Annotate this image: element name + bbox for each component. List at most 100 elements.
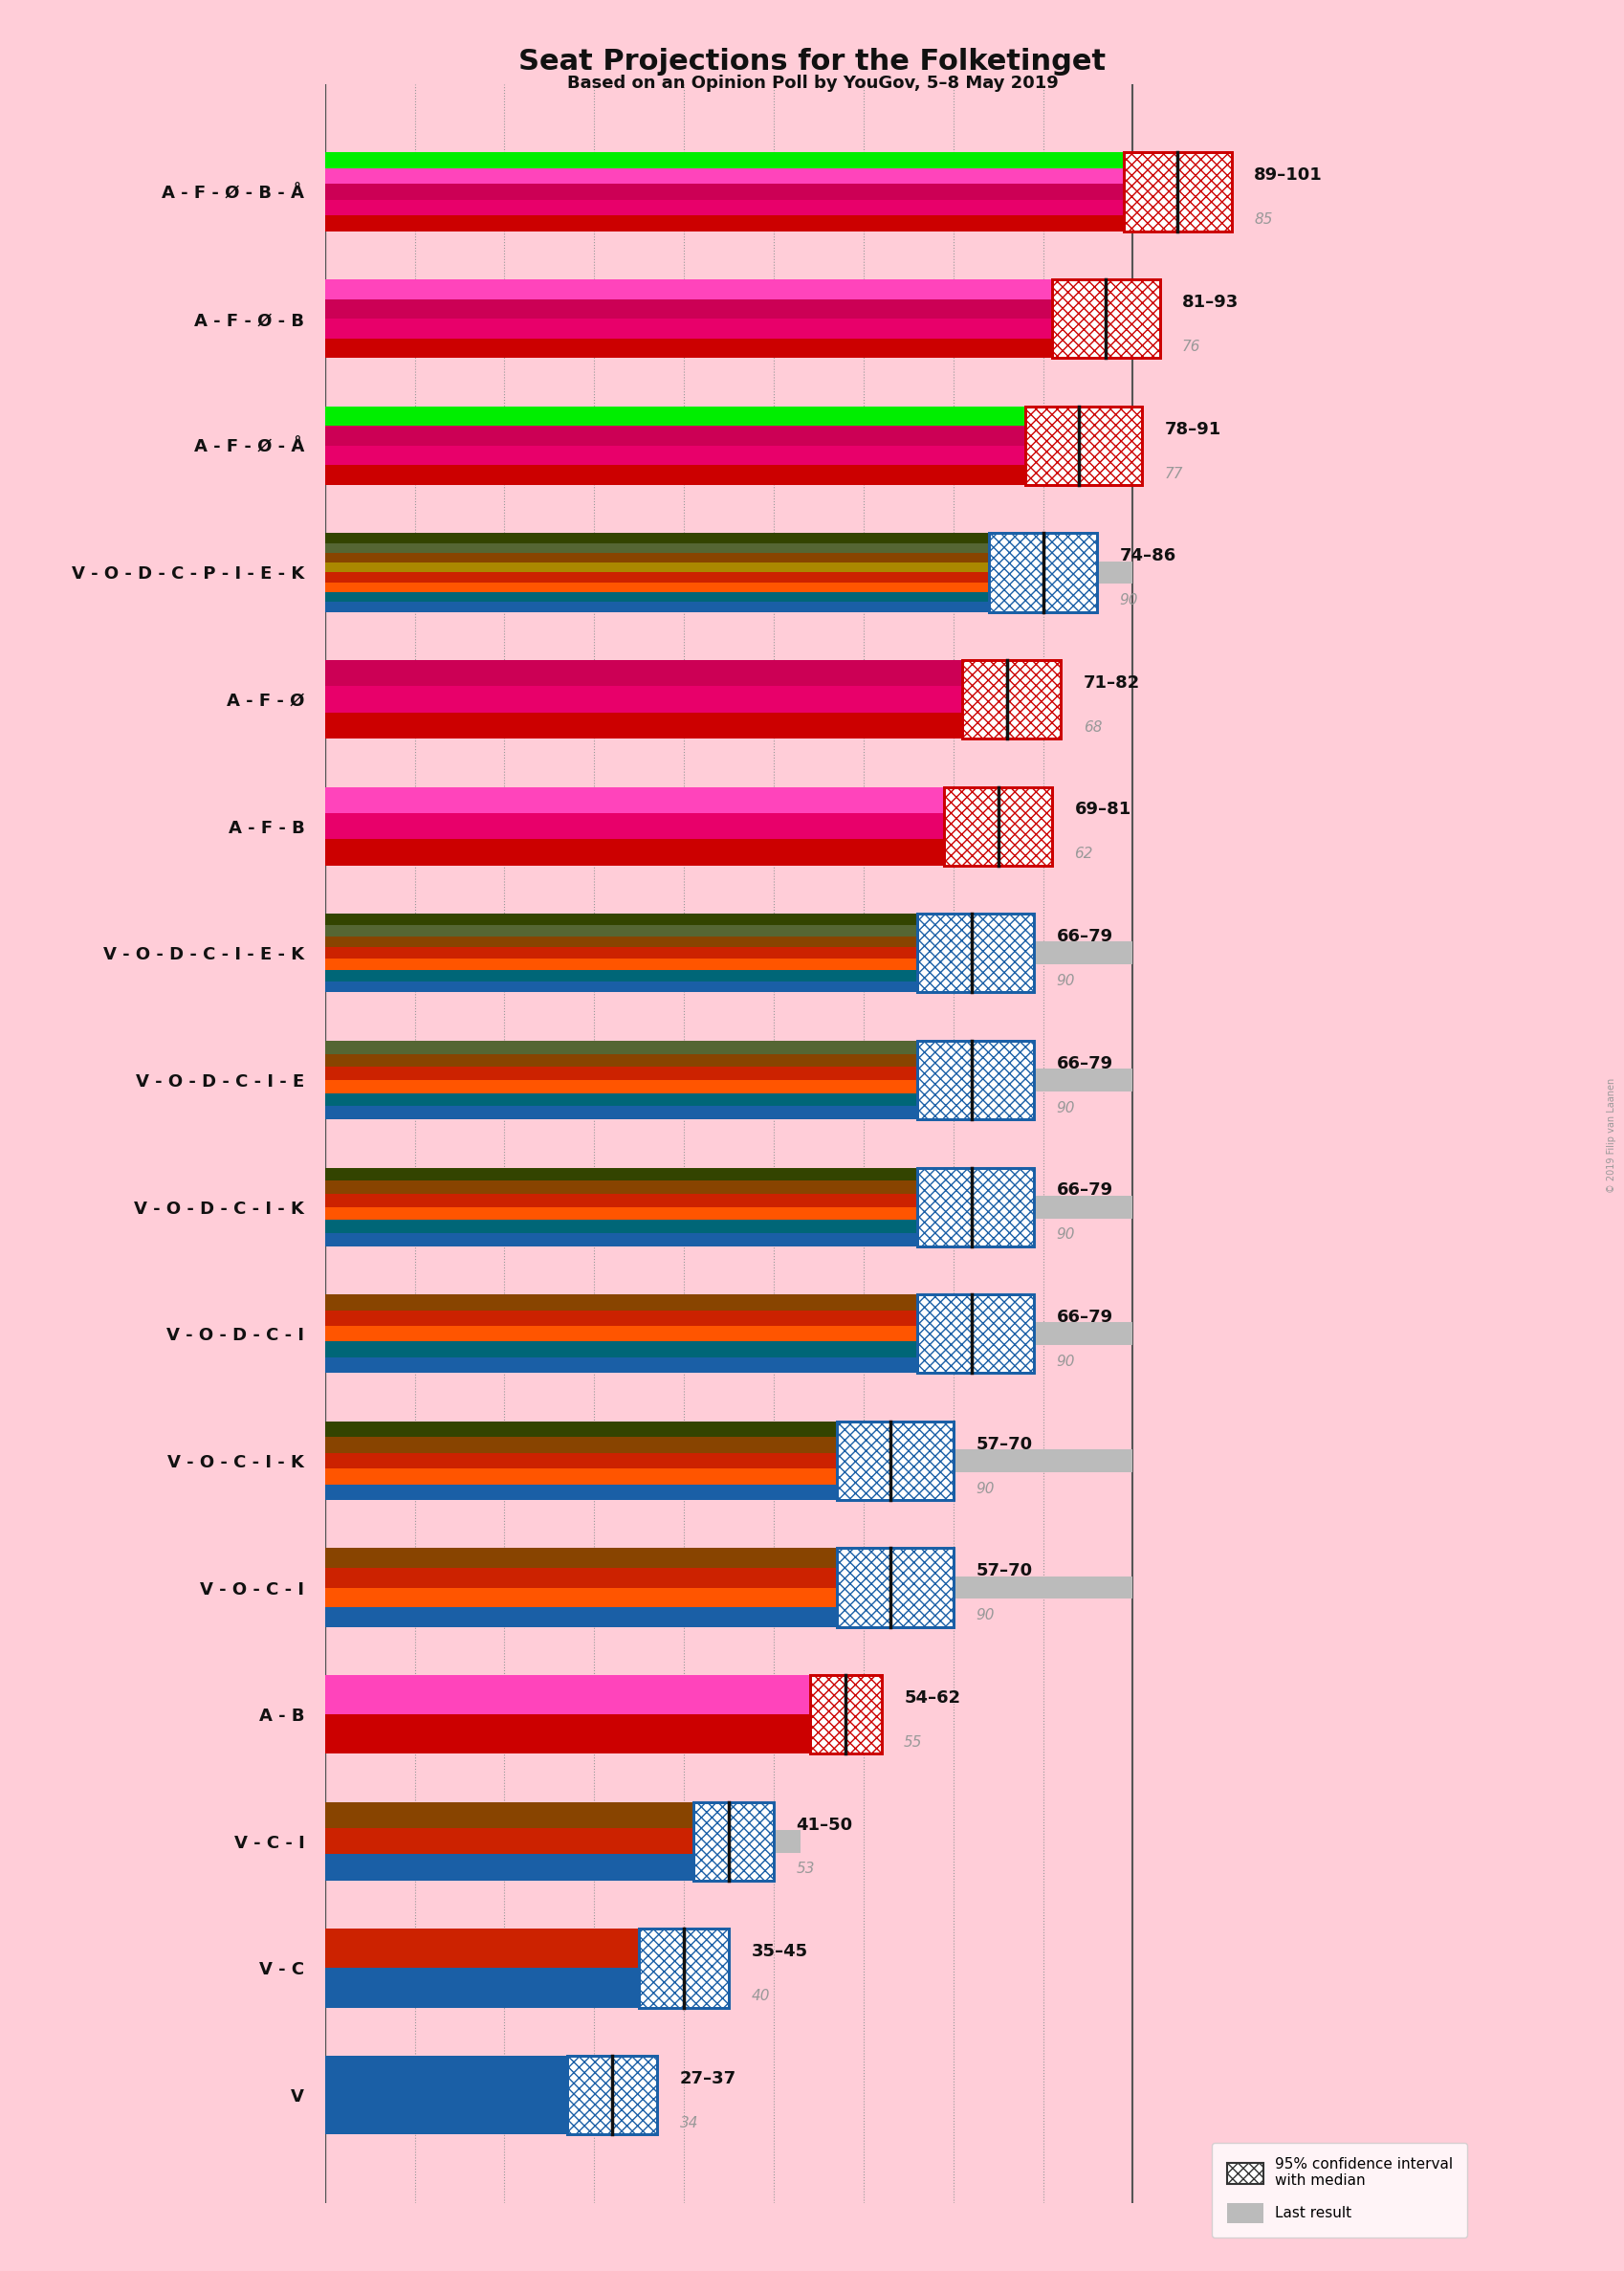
Text: 81–93: 81–93: [1182, 293, 1237, 311]
Bar: [325, 2083, 630, 2107]
Bar: [325, 1928, 638, 1969]
Bar: [325, 1676, 809, 1715]
Bar: [325, 1106, 918, 1120]
Bar: [325, 279, 1051, 300]
Bar: [325, 2055, 567, 2135]
Bar: [325, 427, 1025, 445]
Bar: [325, 1828, 692, 1855]
Bar: [918, 1167, 1033, 1247]
Bar: [918, 1040, 1033, 1120]
Text: 71–82: 71–82: [1083, 674, 1140, 690]
Bar: [325, 686, 961, 713]
Text: Based on an Opinion Poll by YouGov, 5–8 May 2019: Based on an Opinion Poll by YouGov, 5–8 …: [567, 75, 1057, 93]
Bar: [325, 216, 1124, 232]
Bar: [1025, 407, 1142, 486]
Bar: [836, 1422, 953, 1499]
Text: 40: 40: [750, 1989, 770, 2003]
Text: 77: 77: [1163, 466, 1182, 481]
Text: 55: 55: [903, 1735, 922, 1749]
Bar: [944, 788, 1051, 865]
Text: 66–79: 66–79: [1056, 1181, 1112, 1199]
Bar: [325, 602, 989, 611]
Bar: [325, 552, 989, 563]
Bar: [325, 1054, 918, 1067]
Bar: [918, 1294, 1033, 1374]
Bar: [325, 593, 989, 602]
Bar: [325, 1195, 918, 1206]
Bar: [325, 661, 961, 686]
Bar: [638, 1928, 729, 2008]
Bar: [325, 300, 1051, 318]
Bar: [325, 1294, 918, 1310]
Bar: [836, 1549, 953, 1626]
Bar: [325, 1342, 918, 1358]
Text: 78–91: 78–91: [1163, 420, 1220, 438]
Bar: [325, 1587, 836, 1608]
Bar: [325, 1801, 692, 1828]
Bar: [918, 913, 1033, 992]
Bar: [325, 947, 918, 958]
Bar: [918, 1294, 1033, 1374]
Bar: [567, 2055, 656, 2135]
Bar: [836, 1422, 953, 1499]
Bar: [325, 179, 1088, 204]
Bar: [325, 534, 989, 543]
Bar: [325, 1067, 918, 1081]
Bar: [325, 1181, 918, 1195]
Bar: [325, 1855, 692, 1880]
Bar: [836, 1549, 953, 1626]
Bar: [325, 338, 1051, 359]
Text: 57–70: 57–70: [974, 1435, 1031, 1453]
Text: 62: 62: [1073, 847, 1093, 861]
Bar: [809, 1676, 880, 1753]
Text: 90: 90: [1056, 1101, 1075, 1115]
Bar: [325, 168, 1124, 184]
Bar: [325, 561, 1132, 584]
Bar: [325, 970, 918, 981]
Text: 54–62: 54–62: [903, 1690, 960, 1706]
Bar: [325, 407, 1025, 427]
Bar: [325, 1322, 1132, 1344]
Text: Seat Projections for the Folketinget: Seat Projections for the Folketinget: [518, 48, 1106, 75]
Text: 74–86: 74–86: [1119, 547, 1176, 565]
Bar: [918, 1167, 1033, 1247]
Bar: [325, 1070, 1132, 1092]
Bar: [325, 1830, 801, 1853]
Bar: [325, 581, 989, 593]
Bar: [325, 813, 944, 840]
Text: 34: 34: [679, 2117, 698, 2130]
Bar: [325, 1195, 1132, 1217]
Bar: [325, 1422, 836, 1438]
Bar: [1124, 152, 1231, 232]
Bar: [918, 913, 1033, 992]
Bar: [325, 688, 935, 711]
Text: 89–101: 89–101: [1254, 166, 1322, 184]
Text: 69–81: 69–81: [1073, 802, 1130, 818]
Text: 68: 68: [1083, 720, 1101, 734]
Bar: [692, 1801, 773, 1880]
Text: 35–45: 35–45: [750, 1944, 807, 1960]
Bar: [325, 200, 1124, 216]
Bar: [325, 815, 880, 838]
Bar: [325, 1206, 918, 1220]
Bar: [325, 563, 989, 572]
Bar: [1124, 152, 1231, 232]
Bar: [325, 1715, 809, 1753]
Bar: [1025, 407, 1142, 486]
Bar: [325, 307, 1007, 329]
Text: © 2019 Filip van Laanen: © 2019 Filip van Laanen: [1606, 1079, 1616, 1192]
Text: 66–79: 66–79: [1056, 929, 1112, 945]
Bar: [325, 913, 918, 924]
Text: 85: 85: [1254, 213, 1272, 227]
Text: 41–50: 41–50: [796, 1817, 853, 1833]
Bar: [325, 445, 1025, 466]
Bar: [325, 1167, 918, 1181]
Bar: [638, 1928, 729, 2008]
Bar: [325, 1310, 918, 1326]
Bar: [325, 184, 1124, 200]
Bar: [325, 1358, 918, 1374]
Bar: [325, 318, 1051, 338]
Bar: [325, 958, 918, 970]
Bar: [325, 1608, 836, 1626]
Bar: [944, 788, 1051, 865]
